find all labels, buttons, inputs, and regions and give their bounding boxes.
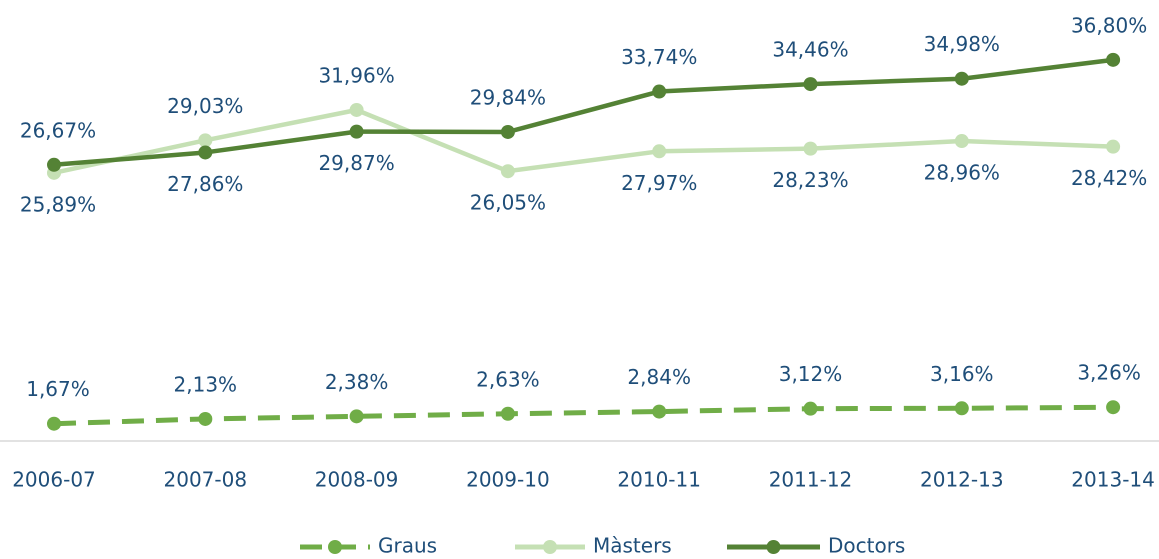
data-label: 36,80% [1071,13,1147,37]
series-line [53,107,1114,176]
data-label: 31,96% [318,63,394,87]
marker [349,102,364,117]
marker [652,404,667,419]
marker [500,406,515,421]
data-label: 34,46% [772,38,848,62]
data-label: 26,05% [470,191,546,215]
data-label: 2,38% [325,370,389,394]
data-label: 2,63% [476,367,540,391]
data-label: 28,96% [924,161,1000,185]
legend-marker [766,540,781,554]
marker [1106,52,1121,67]
series-line [53,57,1114,168]
x-tick-label: 2012-13 [920,468,1004,492]
legend-label: Màsters [593,534,672,558]
marker [803,77,818,92]
legend-marker [543,540,557,554]
marker [1106,400,1121,415]
marker [652,84,667,99]
marker [652,144,667,159]
x-tick-label: 2007-08 [164,468,248,492]
legend-label: Graus [378,534,437,558]
data-label: 28,42% [1071,166,1147,190]
data-label: 29,84% [470,85,546,109]
data-label: 1,67% [26,377,90,401]
data-label: 3,26% [1077,361,1141,385]
data-label: 33,74% [621,45,697,69]
marker [47,416,61,431]
data-label: 26,67% [20,118,96,142]
x-tick-label: 2008-09 [315,468,399,492]
legend-label: Doctors [828,534,905,558]
data-label: 29,03% [167,94,243,118]
marker [198,411,213,426]
data-label: 3,12% [779,362,843,386]
marker [954,401,969,416]
data-label: 29,87% [318,151,394,175]
marker [198,145,213,160]
marker [954,71,969,86]
data-label: 28,23% [772,168,848,192]
marker [47,157,61,172]
marker [198,133,213,148]
x-tick-label: 2011-12 [769,468,853,492]
marker [500,164,515,179]
data-label: 3,16% [930,362,994,386]
x-tick-label: 2009-10 [466,468,550,492]
x-tick-label: 2010-11 [617,468,701,492]
data-label: 2,84% [627,365,691,389]
legend-marker [328,540,342,554]
marker [500,124,515,139]
marker [1106,139,1121,154]
marker [349,409,364,424]
data-label: 25,89% [20,192,96,216]
x-tick-label: 2013-14 [1071,468,1155,492]
data-label: 27,97% [621,171,697,195]
marker [349,124,364,139]
data-label: 34,98% [924,32,1000,56]
marker [954,134,969,149]
data-label: 27,86% [167,172,243,196]
data-label: 2,13% [174,372,238,396]
series-line [53,404,1114,427]
x-tick-label: 2006-07 [12,468,96,492]
marker [803,401,818,416]
marker [803,141,818,156]
